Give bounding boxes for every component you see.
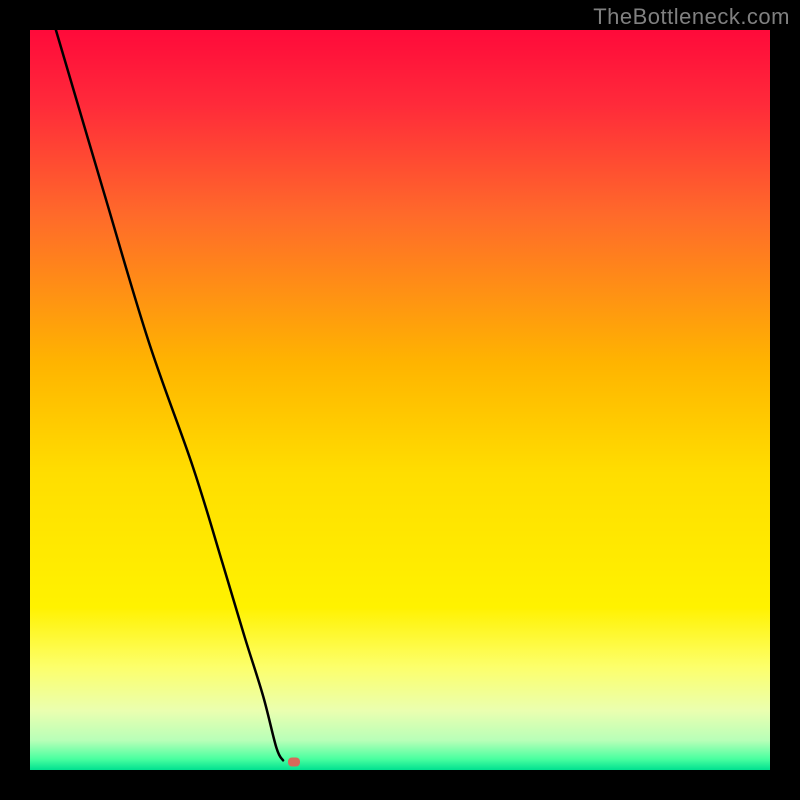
optimum-marker <box>288 757 300 766</box>
bottleneck-curve <box>30 30 770 770</box>
plot-area <box>30 30 770 770</box>
watermark-text: TheBottleneck.com <box>593 4 790 30</box>
curve-path <box>56 30 283 760</box>
